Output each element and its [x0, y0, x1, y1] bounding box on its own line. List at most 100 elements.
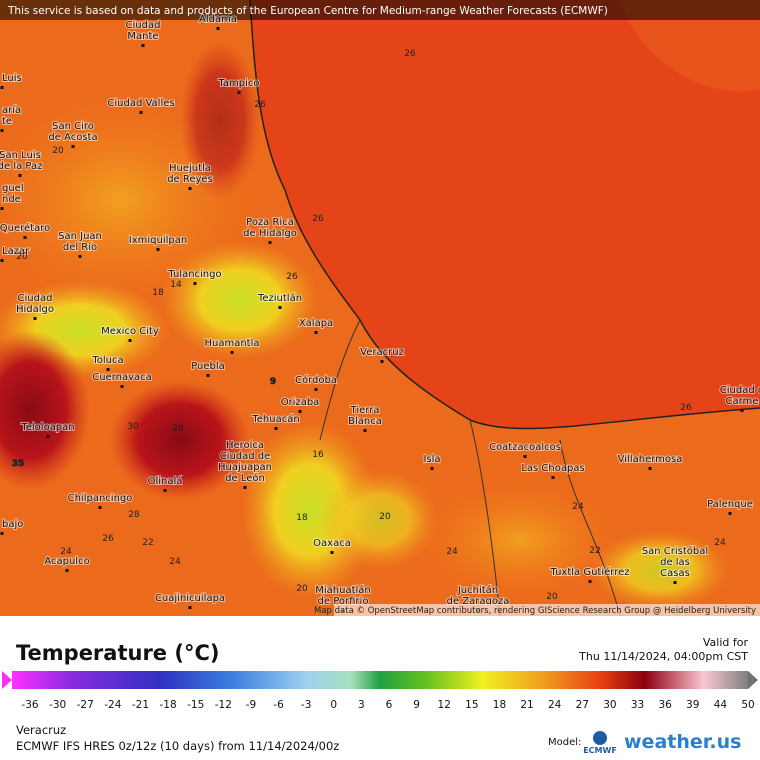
legend-tick-label: -27	[77, 699, 94, 711]
place-marker	[237, 91, 241, 94]
place-label: Aldama	[199, 14, 237, 25]
place-marker	[330, 551, 334, 554]
place-marker	[740, 409, 744, 412]
legend-tick-label: -24	[104, 699, 121, 711]
contour-label: 22	[142, 538, 153, 548]
place-label: de Acosta	[48, 132, 97, 143]
legend-tick-label: -9	[246, 699, 256, 711]
place-label: Heroica	[226, 440, 264, 451]
legend-tick-label: 24	[548, 699, 562, 711]
contour-label: 22	[589, 546, 600, 556]
place-label: Ciudad Valles	[107, 98, 174, 109]
place-label: Tierra	[350, 405, 380, 416]
place-label: Blanca	[348, 416, 382, 427]
place-label: Tuxtla Gutiérrez	[549, 566, 629, 578]
legend-tick-label: 0	[330, 699, 337, 711]
site-logo[interactable]: weather.us	[624, 731, 741, 753]
place-label: Palenque	[707, 499, 753, 510]
color-bar	[12, 671, 748, 689]
place-marker	[65, 569, 69, 572]
place-label: Huamantla	[204, 338, 259, 349]
place-marker	[380, 360, 384, 363]
contour-label: 18	[152, 288, 164, 298]
legend-tick-label: 21	[520, 699, 533, 711]
legend-tick-label: -36	[21, 699, 38, 711]
place-label: Córdoba	[295, 374, 337, 386]
place-marker	[216, 27, 220, 30]
place-marker	[314, 331, 318, 334]
place-label: Querétaro	[0, 222, 50, 234]
place-marker	[430, 467, 434, 470]
place-marker	[268, 241, 272, 244]
valid-label: Valid for	[703, 636, 749, 649]
header-bar	[0, 0, 760, 20]
contour-label: 24	[446, 547, 458, 557]
legend-tick-label: -3	[301, 699, 311, 711]
place-marker	[0, 129, 4, 132]
place-label: Tehuacán	[251, 413, 299, 425]
place-marker	[298, 410, 302, 413]
legend-tick-label: 15	[465, 699, 478, 711]
contour-label: 26	[286, 272, 298, 282]
contour-label: 26	[404, 49, 416, 59]
map-attribution: Map data © OpenStreetMap contributors, r…	[314, 606, 756, 616]
place-label: Veracruz	[360, 347, 404, 358]
place-label: del Río	[63, 241, 97, 253]
place-marker	[243, 486, 247, 489]
legend-title: Temperature (°C)	[16, 641, 219, 665]
place-marker	[274, 427, 278, 430]
contour-label: 24	[60, 547, 72, 557]
contour-label: 24	[714, 538, 726, 548]
place-label: te	[2, 116, 12, 127]
place-label: Chilpancingo	[68, 493, 133, 504]
place-label: de la Paz	[0, 161, 42, 172]
place-label: Tulancingo	[167, 269, 221, 280]
legend-tick-label: -12	[215, 699, 232, 711]
place-marker	[106, 368, 110, 371]
place-label: Villahermosa	[618, 454, 683, 465]
place-label: Acapulco	[44, 556, 89, 567]
contour-label: 20	[296, 584, 308, 594]
contour-label: 20	[52, 146, 64, 156]
place-label: Mexico City	[101, 326, 159, 337]
contour-label: 20	[379, 512, 391, 522]
contour-label: 14	[170, 280, 182, 290]
place-label: Toluca	[91, 355, 123, 366]
legend-tick-label: -30	[49, 699, 66, 711]
place-marker	[46, 435, 50, 438]
place-label: Tampico	[217, 78, 259, 89]
place-marker	[156, 248, 160, 251]
place-label: Xalapa	[299, 318, 333, 329]
place-label: Teziutlán	[257, 292, 302, 304]
place-label: aría	[2, 104, 21, 116]
place-marker	[139, 111, 143, 114]
place-marker	[314, 388, 318, 391]
place-marker	[551, 476, 555, 479]
place-marker	[71, 145, 75, 148]
contour-label: 26	[680, 403, 692, 413]
place-label: Ciudad d	[720, 385, 760, 396]
place-marker	[33, 317, 37, 320]
place-marker	[206, 374, 210, 377]
location: Veracruz	[16, 723, 66, 737]
legend-tick-label: 44	[714, 699, 728, 711]
legend-tick-label: 18	[493, 699, 506, 711]
place-label: Luis	[2, 73, 22, 84]
model-label: Model:	[548, 737, 581, 748]
legend-tick-label: 9	[413, 699, 420, 711]
legend-tick-label: -21	[132, 699, 149, 711]
place-label: de Reyes	[167, 174, 213, 185]
legend-tick-label: -15	[187, 699, 204, 711]
place-label: San Luis	[0, 150, 41, 161]
place-label: de Hidalgo	[243, 228, 297, 239]
contour-label: 28	[172, 424, 184, 434]
contour-label: 26	[102, 534, 114, 544]
model-run: ECMWF IFS HRES 0z/12z (10 days) from 11/…	[16, 739, 339, 753]
place-label: San Cristóbal	[642, 545, 708, 557]
place-label: guel	[2, 183, 24, 194]
valid-time: Thu 11/14/2024, 04:00pm CST	[578, 650, 748, 663]
place-marker	[673, 581, 677, 584]
place-label: nde	[2, 194, 21, 205]
place-label: Huejutla	[169, 163, 211, 174]
legend-tick-label: 33	[631, 699, 644, 711]
